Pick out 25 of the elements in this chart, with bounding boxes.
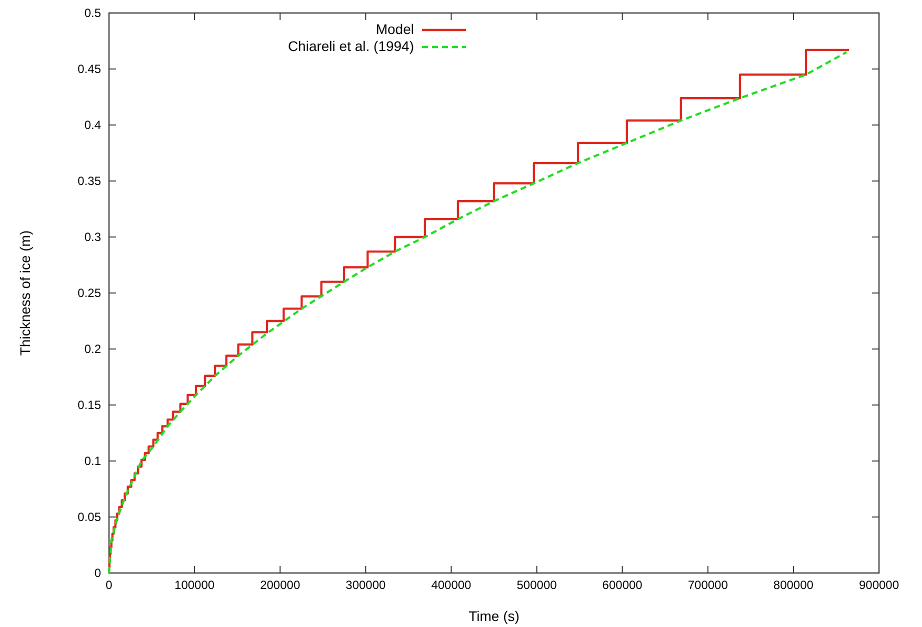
y-tick-label: 0.35 xyxy=(78,174,102,188)
x-tick-label: 900000 xyxy=(858,578,900,592)
legend-label: Chiareli et al. (1994) xyxy=(288,38,414,54)
x-tick-label: 0 xyxy=(106,578,113,592)
y-tick-label: 0 xyxy=(94,566,102,580)
y-axis-title: Thickness of ice (m) xyxy=(17,230,33,356)
x-tick-label: 100000 xyxy=(174,578,215,592)
legend-label: Model xyxy=(376,21,414,37)
x-tick-label: 500000 xyxy=(516,578,558,592)
x-tick-label: 600000 xyxy=(602,578,643,592)
y-tick-label: 0.1 xyxy=(84,454,102,468)
y-tick-label: 0.15 xyxy=(78,398,102,412)
y-tick-label: 0.2 xyxy=(84,342,102,356)
y-tick-label: 0.25 xyxy=(78,286,102,300)
x-tick-label: 700000 xyxy=(688,578,728,592)
x-tick-label: 400000 xyxy=(431,578,472,592)
y-tick-label: 0.05 xyxy=(78,510,102,524)
y-tick-label: 0.45 xyxy=(78,62,102,76)
y-tick-label: 0.3 xyxy=(84,230,102,244)
y-tick-label: 0.4 xyxy=(84,118,102,132)
x-tick-label: 300000 xyxy=(346,578,386,592)
x-axis-title: Time (s) xyxy=(468,608,520,624)
x-tick-label: 800000 xyxy=(773,578,814,592)
x-tick-label: 200000 xyxy=(260,578,300,592)
y-tick-label: 0.5 xyxy=(84,6,102,20)
